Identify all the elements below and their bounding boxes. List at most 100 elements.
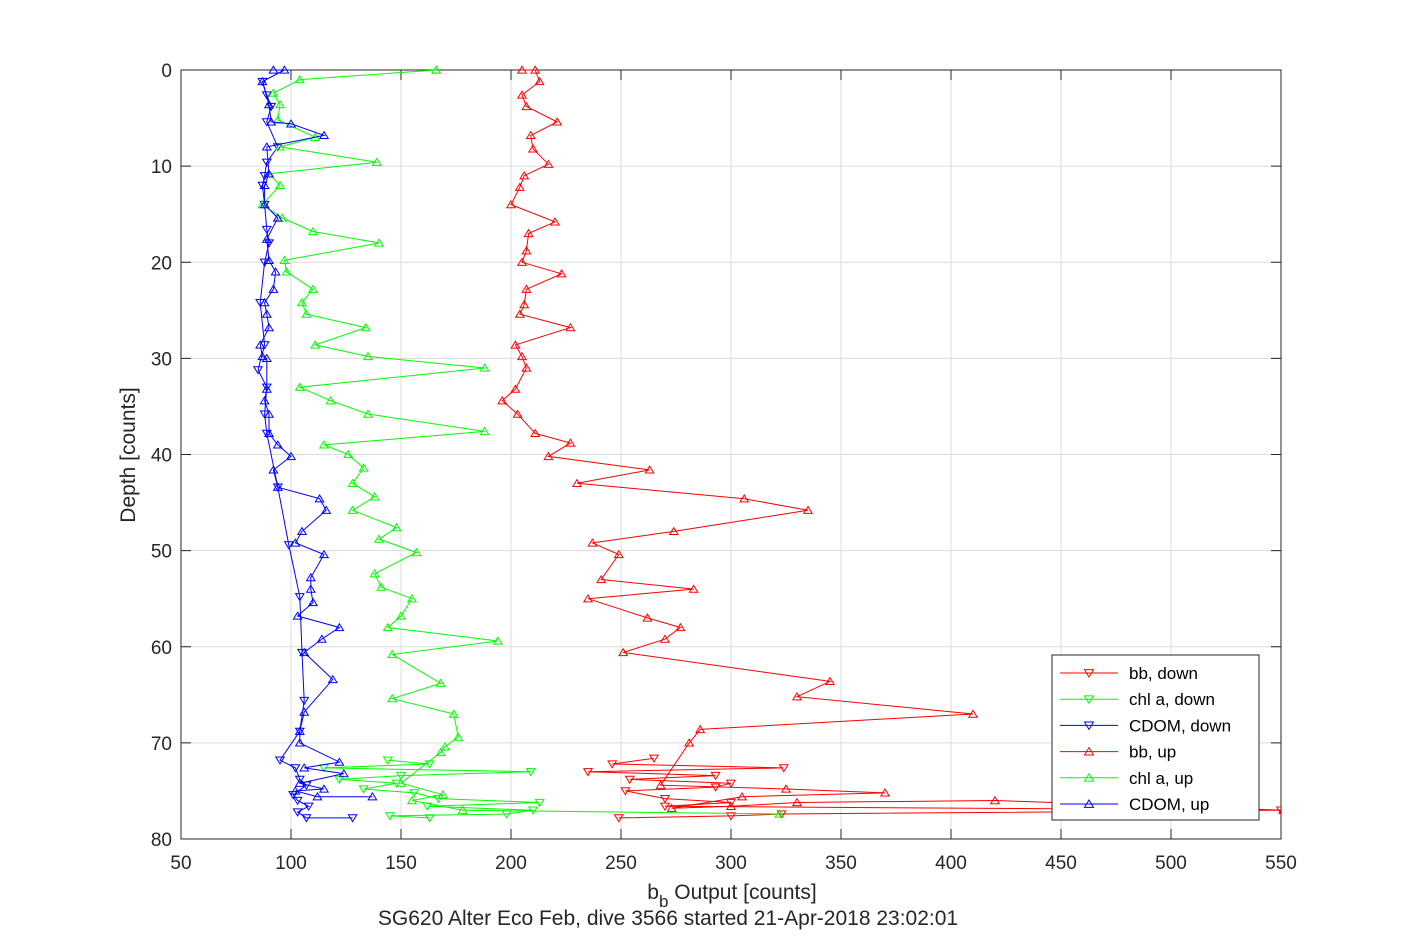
x-tick-label: 250	[605, 853, 637, 874]
data-point	[510, 340, 521, 349]
data-point	[659, 794, 671, 804]
data-point	[530, 428, 541, 438]
data-point	[527, 806, 539, 815]
data-point	[261, 91, 272, 100]
data-point	[301, 814, 312, 823]
data-point	[521, 284, 532, 293]
data-point	[261, 353, 272, 363]
data-point	[967, 709, 979, 718]
data-point	[259, 395, 270, 405]
data-point	[294, 778, 305, 787]
data-point	[347, 505, 358, 514]
data-point	[301, 309, 312, 318]
data-point	[424, 814, 435, 823]
data-point	[279, 65, 290, 74]
data-point	[318, 440, 330, 449]
data-point	[272, 213, 283, 222]
data-point	[274, 756, 286, 765]
data-point	[292, 796, 303, 806]
legend-item-bb-down: bb, down	[1060, 664, 1198, 683]
data-point	[261, 234, 272, 243]
x-tick-label: 200	[495, 853, 527, 874]
chart-title: SG620 Alter Eco Feb, dive 3566 started 2…	[378, 907, 958, 930]
legend-label: CDOM, up	[1129, 795, 1209, 814]
data-point	[725, 801, 737, 810]
data-point	[695, 724, 706, 734]
data-point	[369, 568, 380, 578]
data-point	[263, 428, 275, 438]
data-point	[369, 492, 380, 501]
data-point	[725, 798, 737, 808]
data-point	[347, 814, 358, 823]
data-point	[321, 505, 332, 514]
data-point	[607, 760, 618, 769]
data-point	[263, 169, 275, 178]
data-point	[802, 505, 814, 514]
data-point	[255, 340, 266, 349]
data-point	[492, 636, 503, 645]
data-point	[358, 463, 369, 472]
y-tick-label: 70	[151, 734, 172, 755]
x-tick-label: 150	[385, 853, 417, 874]
data-point	[505, 199, 517, 209]
data-point	[596, 574, 607, 584]
data-point	[285, 119, 297, 128]
data-point	[556, 269, 567, 278]
legend-marker	[1083, 772, 1095, 782]
data-point	[259, 180, 270, 189]
data-point	[299, 763, 310, 772]
legend-marker	[1083, 746, 1095, 756]
data-point	[274, 99, 286, 109]
data-point	[395, 611, 407, 620]
data-point	[534, 76, 545, 86]
data-point	[519, 299, 530, 309]
series-line-bb-up	[501, 69, 1281, 811]
data-point	[435, 678, 446, 687]
data-point	[431, 65, 442, 74]
data-point	[406, 795, 418, 805]
legend-box	[1051, 654, 1260, 821]
data-point	[565, 438, 576, 447]
data-point	[725, 779, 737, 788]
data-point	[266, 117, 277, 126]
data-point	[530, 65, 541, 74]
y-tick-label: 20	[151, 253, 172, 274]
data-point	[307, 284, 319, 293]
legend-item-cdom-up: CDOM, up	[1060, 795, 1209, 814]
data-point	[618, 647, 629, 657]
data-point	[824, 676, 836, 686]
x-tick-label: 550	[1265, 853, 1297, 874]
series-line-cdom-down	[257, 81, 353, 819]
data-point	[358, 785, 369, 794]
data-point	[659, 634, 671, 643]
data-point	[543, 159, 554, 168]
x-tick-label: 500	[1155, 853, 1187, 874]
data-point	[406, 593, 418, 603]
data-point	[435, 747, 446, 757]
data-point	[294, 382, 305, 391]
data-point	[514, 309, 525, 318]
data-point	[382, 756, 393, 765]
data-point	[259, 199, 270, 209]
legend-marker	[1083, 721, 1095, 731]
series-line-chl-a-up	[261, 69, 780, 815]
y-tick-label: 50	[151, 542, 172, 563]
data-point	[318, 784, 330, 793]
data-point	[261, 142, 272, 151]
x-tick-label: 100	[275, 853, 307, 874]
data-point	[310, 340, 321, 349]
data-point	[655, 780, 666, 789]
x-tick-label: 50	[170, 853, 191, 874]
legend-label: bb, up	[1129, 743, 1176, 762]
data-point	[791, 691, 803, 701]
data-point	[347, 478, 358, 487]
legend-label: CDOM, down	[1129, 716, 1231, 735]
data-point	[279, 255, 290, 264]
data-point	[613, 549, 624, 559]
legend-label: bb, down	[1129, 664, 1198, 683]
data-point	[565, 322, 576, 332]
y-tick-label: 30	[151, 349, 172, 370]
data-point	[268, 65, 279, 74]
legend-marker	[1083, 669, 1095, 679]
